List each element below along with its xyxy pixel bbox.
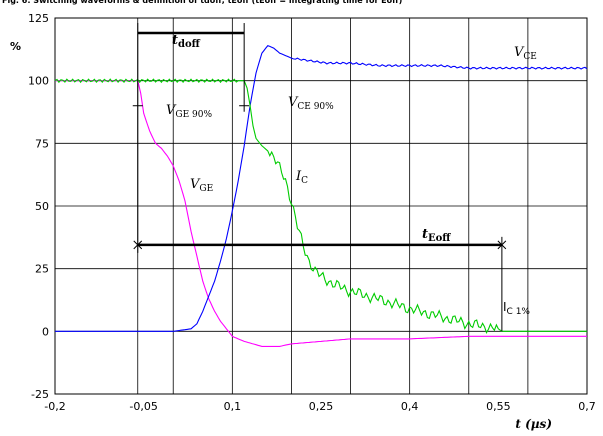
- x-tick-label: -0,2: [44, 400, 65, 413]
- teoff-end-cross: [497, 240, 507, 250]
- tick-labels: -25 0 25 50 75 100 125 -0,2 -0,05 0,1 0,25 0,4 0,55 0…: [28, 12, 596, 413]
- vce90-subscript: CE 90%: [297, 102, 334, 112]
- y-tick-label: 100: [28, 75, 49, 88]
- timing-markers: [132, 23, 507, 332]
- y-tick-label: -25: [31, 388, 49, 401]
- x-tick-label: 0,25: [309, 400, 334, 413]
- vge90-label: VGE 90%: [166, 103, 212, 120]
- series-line-ic: [54, 78, 587, 335]
- x-tick-label: -0,05: [129, 400, 157, 413]
- series-line-vge: [55, 80, 587, 347]
- y-tick-label: 125: [28, 12, 49, 25]
- x-axis-label: t (µs): [515, 417, 552, 431]
- ic1-label: IC 1%: [503, 300, 530, 317]
- vge-label: VGE: [190, 177, 213, 194]
- tdoff-label: tdoff: [172, 33, 201, 50]
- grid-lines: [54, 17, 588, 395]
- teoff-label: tEoff: [422, 227, 451, 244]
- vce-label: VCE: [514, 45, 537, 62]
- vge90-subscript: GE 90%: [175, 110, 212, 120]
- ic-subscript: C: [301, 176, 308, 186]
- y-tick-label: 75: [35, 137, 49, 150]
- series-lines: [54, 44, 588, 347]
- x-tick-label: 0,4: [401, 400, 419, 413]
- teoff-start-cross: [133, 240, 143, 250]
- vce-subscript: CE: [523, 52, 536, 62]
- x-tick-label: 0,7: [578, 400, 596, 413]
- x-tick-label: 0,1: [224, 400, 242, 413]
- x-tick-label: 0,55: [486, 400, 511, 413]
- vce90-label: VCE 90%: [288, 95, 334, 112]
- y-tick-label: 50: [35, 200, 49, 213]
- teoff-subscript: Eoff: [428, 233, 451, 244]
- ic-label: IC: [295, 169, 308, 186]
- ic1-subscript: C 1%: [507, 307, 531, 317]
- chart-title: Fig. 6: Switching waveforms & definition…: [2, 0, 403, 5]
- vge-subscript: GE: [199, 184, 213, 194]
- tdoff-subscript: doff: [178, 39, 201, 50]
- series-line-vce: [55, 44, 588, 332]
- y-tick-label: 25: [35, 263, 49, 276]
- y-tick-label: 0: [42, 325, 49, 338]
- y-axis-label: %: [10, 40, 21, 53]
